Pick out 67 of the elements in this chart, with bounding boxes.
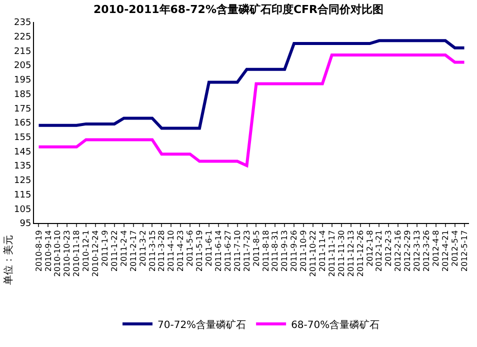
y-tick-label: 225: [14, 32, 32, 43]
y-tick-label: 105: [14, 204, 32, 215]
x-tick-label: 2011-6-1: [204, 230, 214, 267]
x-tick-label: 2011-3-15: [148, 230, 157, 272]
y-tick-label: 125: [14, 176, 32, 186]
x-tick-label: 2010-10-23: [62, 230, 72, 277]
x-tick-label: 2011-4-10: [166, 230, 176, 272]
x-tick-label: 2010-10-10: [53, 230, 62, 277]
x-tick-label: 2011-11-4: [318, 230, 328, 272]
y-tick-label: 235: [14, 18, 32, 28]
x-tick-label: 2012-5-4: [450, 230, 460, 267]
y-tick-label: 165: [14, 118, 32, 129]
chart-title: 2010-2011年68-72%含量磷矿石印度CFR合同价对比图: [93, 2, 384, 16]
x-tick-label: 2011-10-22: [308, 230, 318, 277]
x-tick-label: 2011-8-18: [261, 230, 270, 272]
y-tick-label: 215: [14, 46, 32, 57]
x-tick-label: 2010-9-14: [44, 230, 53, 272]
x-tick-label: 2012-4-21: [440, 230, 450, 272]
x-tick-label: 2011-1-9: [100, 230, 110, 267]
x-tick-label: 2012-2-29: [403, 230, 412, 272]
x-tick-label: 2011-8-5: [252, 230, 261, 267]
x-tick-label: 2012-2-3: [384, 230, 394, 267]
y-tick-label: 135: [14, 162, 32, 172]
y-tick-label: 95: [20, 219, 32, 230]
x-tick-label: 2011-7-10: [232, 230, 242, 272]
x-tick-label: 2012-5-17: [460, 230, 469, 272]
x-tick-label: 2011-5-19: [195, 230, 204, 272]
x-tick-label: 2010-8-19: [34, 230, 44, 272]
x-tick-label: 2011-1-22: [110, 230, 119, 272]
x-tick-label: 2012-1-21: [374, 230, 384, 272]
y-tick-label: 175: [14, 104, 32, 114]
x-tick-label: 2011-4-23: [176, 230, 186, 272]
x-tick-label: 2011-6-14: [214, 230, 223, 272]
line-series: [37, 39, 466, 130]
x-tick-label: 2012-2-16: [394, 230, 403, 272]
legend-label: 70-72%含量磷矿石: [158, 318, 246, 331]
line-series: [37, 54, 466, 168]
x-tick-label: 2011-7-23: [242, 230, 252, 272]
text: 单位：美元: [2, 234, 15, 285]
y-tick-label: 185: [14, 90, 32, 100]
x-tick-label: 2011-3-28: [157, 230, 166, 272]
x-tick-label: 2011-8-31: [270, 230, 280, 272]
y-tick-label: 205: [14, 61, 32, 72]
x-tick-label: 2012-4-8: [432, 230, 440, 267]
x-tick-label: 2011-10-9: [299, 230, 308, 272]
y-tick-label: 155: [14, 133, 32, 144]
y-tick-label: 195: [14, 76, 32, 86]
x-tick-label: 2011-12-13: [346, 230, 356, 277]
y-tick-label: 115: [14, 190, 32, 200]
x-tick-label: 2010-11-18: [72, 230, 82, 277]
x-tick-label: 2010-12-24: [91, 230, 100, 277]
x-tick-label: 2010-12-1: [82, 230, 91, 272]
x-tick-label: 2011-2-4: [119, 230, 128, 267]
x-tick-label: 2011-11-17: [327, 230, 336, 277]
legend-label: 68-70%含量磷矿石: [291, 318, 380, 331]
x-tick-label: 2011-9-26: [290, 230, 299, 272]
x-tick-label: 2012-3-26: [422, 230, 432, 272]
x-tick-label: 2011-6-27: [223, 230, 232, 272]
x-tick-label: 2012-1-8: [365, 230, 374, 267]
x-tick-label: 2011-5-6: [186, 230, 195, 267]
x-tick-label: 2011-2-17: [128, 230, 138, 272]
x-tick-label: 2012-3-13: [412, 230, 422, 272]
x-tick-label: 2011-12-26: [356, 230, 365, 277]
y-tick-label: 145: [14, 147, 32, 158]
x-tick-label: 2011-3-2: [138, 230, 148, 267]
x-tick-label: 2011-11-30: [336, 230, 346, 277]
x-tick-label: 2011-9-13: [280, 230, 290, 272]
